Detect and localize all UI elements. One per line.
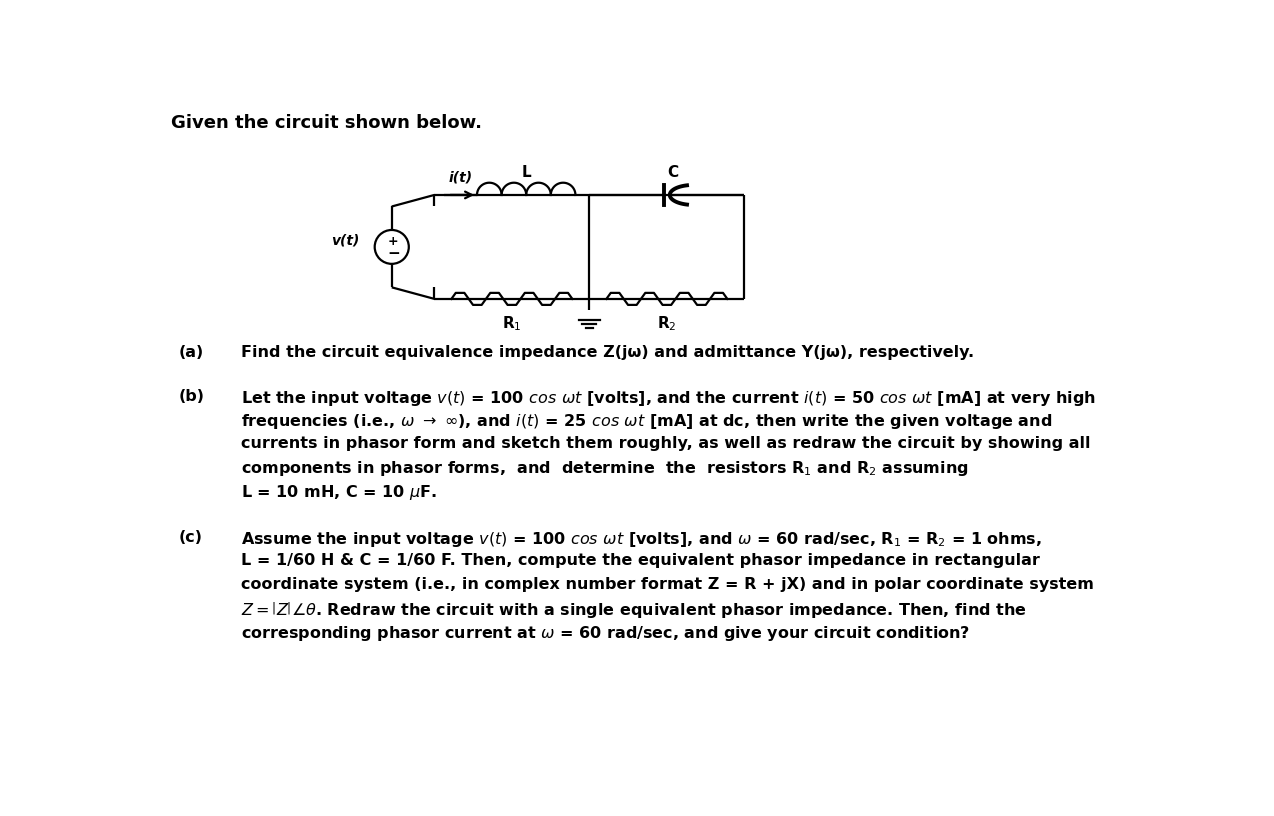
Text: C: C (668, 165, 679, 180)
Text: currents in phasor form and sketch them roughly, as well as redraw the circuit b: currents in phasor form and sketch them … (241, 436, 1091, 451)
Text: R$_2$: R$_2$ (657, 314, 676, 333)
Text: components in phasor forms,  and  determine  the  resistors R$_1$ and R$_2$ assu: components in phasor forms, and determin… (241, 459, 968, 478)
Text: frequencies (i.e., $\omega$ $\rightarrow$ $\infty$), and $i(t)$ = 25 $cos$ $\ome: frequencies (i.e., $\omega$ $\rightarrow… (241, 412, 1052, 432)
Text: +: + (389, 235, 399, 248)
Text: Assume the input voltage $v(t)$ = 100 $cos$ $\omega t$ [volts], and $\omega$ = 6: Assume the input voltage $v(t)$ = 100 $c… (241, 530, 1041, 549)
Text: R$_1$: R$_1$ (502, 314, 521, 333)
Text: coordinate system (i.e., in complex number format Z = R + jX) and in polar coord: coordinate system (i.e., in complex numb… (241, 577, 1093, 592)
Text: L = 10 mH, C = 10 $\mu$F.: L = 10 mH, C = 10 $\mu$F. (241, 483, 437, 502)
Text: $Z=\left|Z\right|\angle\theta$. Redraw the circuit with a single equivalent phas: $Z=\left|Z\right|\angle\theta$. Redraw t… (241, 601, 1026, 620)
Text: v(t): v(t) (331, 233, 359, 248)
Text: (a): (a) (178, 345, 204, 360)
Text: (c): (c) (178, 530, 203, 545)
Text: i(t): i(t) (448, 171, 473, 185)
Text: (b): (b) (178, 389, 205, 404)
Text: Given the circuit shown below.: Given the circuit shown below. (171, 114, 482, 132)
Text: Find the circuit equivalence impedance Z(jω) and admittance Y(jω), respectively.: Find the circuit equivalence impedance Z… (241, 345, 973, 360)
Text: L = 1/60 H & C = 1/60 F. Then, compute the equivalent phasor impedance in rectan: L = 1/60 H & C = 1/60 F. Then, compute t… (241, 553, 1040, 569)
Text: Let the input voltage $v(t)$ = 100 $cos$ $\omega t$ [volts], and the current $i(: Let the input voltage $v(t)$ = 100 $cos$… (241, 389, 1096, 408)
Text: corresponding phasor current at $\omega$ = 60 rad/sec, and give your circuit con: corresponding phasor current at $\omega$… (241, 623, 970, 643)
Text: −: − (387, 246, 400, 260)
Text: L: L (521, 165, 531, 180)
